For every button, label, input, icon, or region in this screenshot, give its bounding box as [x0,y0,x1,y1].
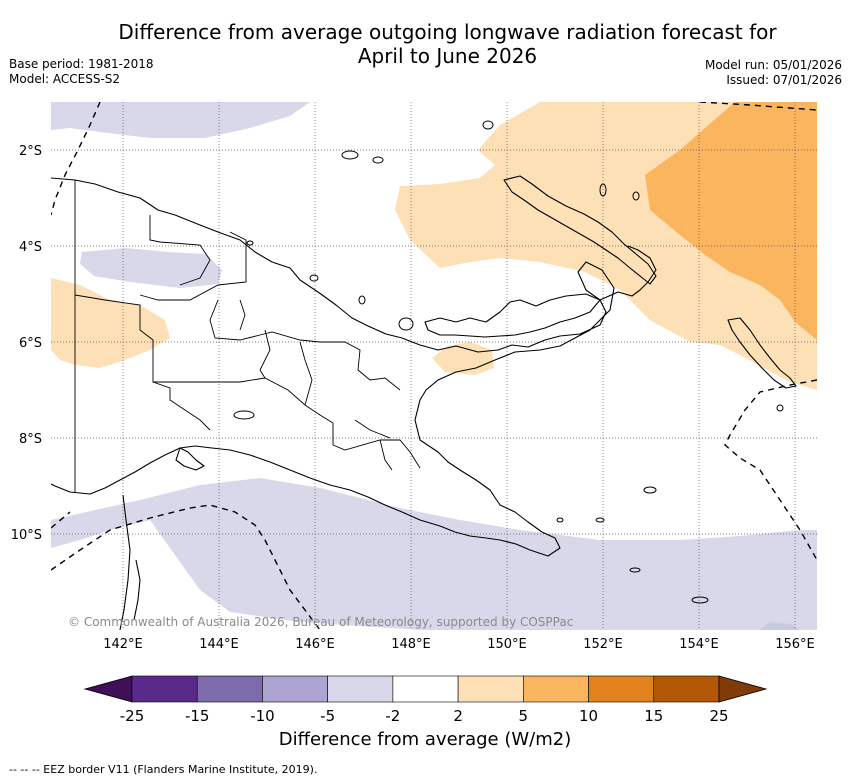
colorbar-tick-label: 10 [579,707,598,725]
lat-label-4s: 4°S [19,240,42,255]
provincial-borders [74,180,421,492]
issued-date: Issued: 07/01/2026 [726,73,842,87]
shading-positive-west [51,278,170,368]
lon-label-146e: 146°E [295,637,335,652]
new-ireland-coast [503,175,657,285]
lon-label-152e: 152°E [583,637,623,652]
colorbar-extend-high [718,675,768,703]
colorbar-segment [262,675,328,703]
colorbar-segment [392,675,459,703]
colorbar-tick-label: 5 [519,707,529,725]
map-title: Difference from average outgoing longwav… [60,20,835,68]
lat-label-2s: 2°S [19,144,42,159]
eez-legend-note: -- -- -- EEZ border V11 (Flanders Marine… [9,763,318,776]
torres-coast [119,494,131,630]
lon-label-144e: 144°E [199,637,239,652]
eez-borders [51,102,817,630]
colorbar-segment [327,675,394,703]
model-name: Model: ACCESS-S2 [9,72,121,86]
fly-delta [175,447,205,471]
title-line-2: April to June 2026 [357,44,538,68]
shading-negative-north [51,102,310,138]
title-line-1: Difference from average outgoing longwav… [118,20,777,44]
colorbar-segment [131,675,198,703]
copyright-text: © Commonwealth of Australia 2026, Bureau… [68,615,573,629]
colorbar-tick-label: -15 [185,707,210,725]
meta-left: Base period: 1981-2018 Model: ACCESS-S2 [9,57,154,87]
shading-positive-strong [645,102,817,340]
colorbar: -25 -15 -10 -5 -2 2 5 10 15 25 [83,675,768,725]
colorbar-tick-label: -2 [385,707,400,725]
colorbar-tick-label: 25 [709,707,728,725]
lat-label-6s: 6°S [19,336,42,351]
lon-labels: 142°E 144°E 146°E 148°E 150°E 152°E 154°… [103,637,815,652]
colorbar-segment [457,675,524,703]
colorbar-segment [588,675,655,703]
lon-label-148e: 148°E [391,637,431,652]
new-britain-coast [424,293,601,338]
colorbar-tick-label: 2 [453,707,463,725]
lon-label-154e: 154°E [679,637,719,652]
lon-label-142e: 142°E [103,637,143,652]
colorbar-segment [523,675,589,703]
lat-labels: 2°S 4°S 6°S 8°S 10°S [11,144,42,543]
new-guinea-coast [51,177,615,557]
lat-label-8s: 8°S [19,432,42,447]
lon-label-150e: 150°E [487,637,527,652]
model-run: Model run: 05/01/2026 [704,58,842,72]
colorbar-segment [196,675,263,703]
lat-label-10s: 10°S [11,528,42,543]
islands [233,120,784,604]
meta-right: Model run: 05/01/2026 Issued: 07/01/2026 [705,58,842,88]
colorbar-segment [653,675,720,703]
colorbar-extend-low [83,675,133,703]
colorbar-tick-label: -10 [250,707,275,725]
shading-negative-corner [760,622,800,630]
base-period: Base period: 1981-2018 [9,57,154,71]
coastlines [51,175,797,630]
shading-negative-south [51,478,817,630]
colorbar-tick-label: -25 [120,707,145,725]
lon-label-156e: 156°E [775,637,815,652]
colorbar-title: Difference from average (W/m2) [278,729,572,750]
bougainville-coast [727,317,797,389]
cape-york-fragment [133,559,141,621]
colorbar-tick-label: -5 [320,707,335,725]
gridlines [51,102,817,630]
map-area: © Commonwealth of Australia 2026, Bureau… [51,102,817,630]
shading-negative-inland [80,248,222,288]
colorbar-tick-label: 15 [644,707,663,725]
